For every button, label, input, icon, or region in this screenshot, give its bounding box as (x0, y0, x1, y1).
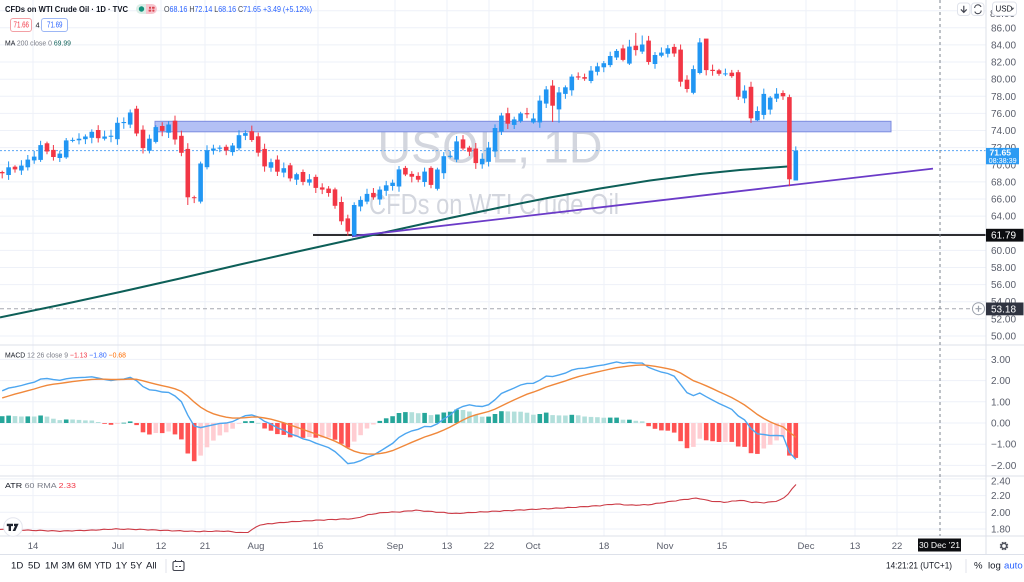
svg-text:2.00: 2.00 (991, 508, 1011, 519)
svg-text:3M: 3M (62, 561, 75, 572)
svg-text:5Y: 5Y (131, 561, 143, 572)
svg-text:2.00: 2.00 (991, 376, 1011, 387)
svg-text:68.00: 68.00 (991, 177, 1016, 188)
svg-text:30 Dec ’21: 30 Dec ’21 (919, 540, 960, 550)
svg-text:O68.16 H72.14 L68.16 C71.65 +3: O68.16 H72.14 L68.16 C71.65 +3.49 (+5.12… (164, 5, 312, 14)
svg-text:4: 4 (36, 21, 40, 30)
svg-text:16: 16 (313, 541, 324, 552)
svg-text:22: 22 (892, 541, 903, 552)
svg-text:22: 22 (484, 541, 495, 552)
svg-text:12: 12 (156, 541, 167, 552)
svg-text:2.40: 2.40 (991, 476, 1011, 487)
svg-text:53.18: 53.18 (991, 304, 1016, 315)
svg-text:50.00: 50.00 (991, 332, 1016, 343)
svg-text:Sep: Sep (387, 541, 404, 552)
svg-text:21: 21 (200, 541, 211, 552)
svg-text:1.00: 1.00 (991, 397, 1011, 408)
svg-text:CFDs on WTI Crude Oil: CFDs on WTI Crude Oil (369, 189, 619, 221)
svg-text:All: All (146, 561, 157, 572)
svg-text:Jul: Jul (112, 541, 124, 552)
svg-text:Aug: Aug (248, 541, 265, 552)
svg-text:1M: 1M (45, 561, 58, 572)
svg-text:5D: 5D (28, 561, 40, 572)
svg-text:08:38:39: 08:38:39 (989, 156, 1017, 165)
svg-text:6M: 6M (78, 561, 91, 572)
svg-text:76.00: 76.00 (991, 109, 1016, 120)
svg-text:0.00: 0.00 (991, 419, 1011, 430)
svg-text:Nov: Nov (657, 541, 674, 552)
svg-text:1D: 1D (11, 561, 23, 572)
svg-text:%: % (974, 561, 983, 572)
svg-text:1Y: 1Y (116, 561, 128, 572)
svg-text:71.66: 71.66 (14, 21, 30, 30)
svg-text:82.00: 82.00 (991, 58, 1016, 69)
svg-text:78.00: 78.00 (991, 92, 1016, 103)
svg-text:log: log (988, 561, 1001, 572)
svg-text:66.00: 66.00 (991, 195, 1016, 206)
svg-text:18: 18 (599, 541, 610, 552)
svg-text:52.00: 52.00 (991, 314, 1016, 325)
svg-text:86.00: 86.00 (991, 23, 1016, 34)
svg-text:−1.00: −1.00 (991, 440, 1017, 451)
svg-text:71.65: 71.65 (990, 148, 1012, 158)
svg-text:CFDs on WTI Crude Oil · 1D · T: CFDs on WTI Crude Oil · 1D · TVC (5, 5, 128, 14)
svg-text:15: 15 (717, 541, 728, 552)
svg-text:Oct: Oct (526, 541, 541, 552)
svg-text:−2.00: −2.00 (991, 461, 1017, 472)
svg-text:YTD: YTD (95, 561, 112, 572)
svg-text:13: 13 (442, 541, 453, 552)
svg-text:71.69: 71.69 (47, 21, 63, 30)
svg-text:60.00: 60.00 (991, 246, 1016, 257)
svg-text:80.00: 80.00 (991, 75, 1016, 86)
svg-text:70.00: 70.00 (991, 160, 1016, 171)
svg-text:2.20: 2.20 (991, 491, 1011, 502)
svg-text:74.00: 74.00 (991, 126, 1016, 137)
svg-text:Dec: Dec (798, 541, 815, 552)
svg-text:61.79: 61.79 (991, 231, 1016, 242)
svg-text:USD: USD (996, 5, 1013, 14)
svg-text:84.00: 84.00 (991, 40, 1016, 51)
svg-text:56.00: 56.00 (991, 280, 1016, 291)
svg-text:1.80: 1.80 (991, 525, 1011, 536)
svg-text:13: 13 (850, 541, 861, 552)
svg-text:auto: auto (1004, 561, 1023, 572)
svg-text:58.00: 58.00 (991, 263, 1016, 274)
svg-text:14:21:21 (UTC+1): 14:21:21 (UTC+1) (886, 561, 952, 571)
svg-text:64.00: 64.00 (991, 212, 1016, 223)
svg-text:3.00: 3.00 (991, 355, 1011, 366)
svg-text:14: 14 (28, 541, 39, 552)
svg-text:ATR 60 RMA 2.33: ATR 60 RMA 2.33 (5, 481, 76, 490)
svg-text:MACD 12 26 close 9 −1.13 −1.8: MACD 12 26 close 9 −1.13 −1.80 −0.68 (5, 351, 126, 360)
svg-text:MA 200 close 0 69.99: MA 200 close 0 69.99 (5, 39, 71, 48)
